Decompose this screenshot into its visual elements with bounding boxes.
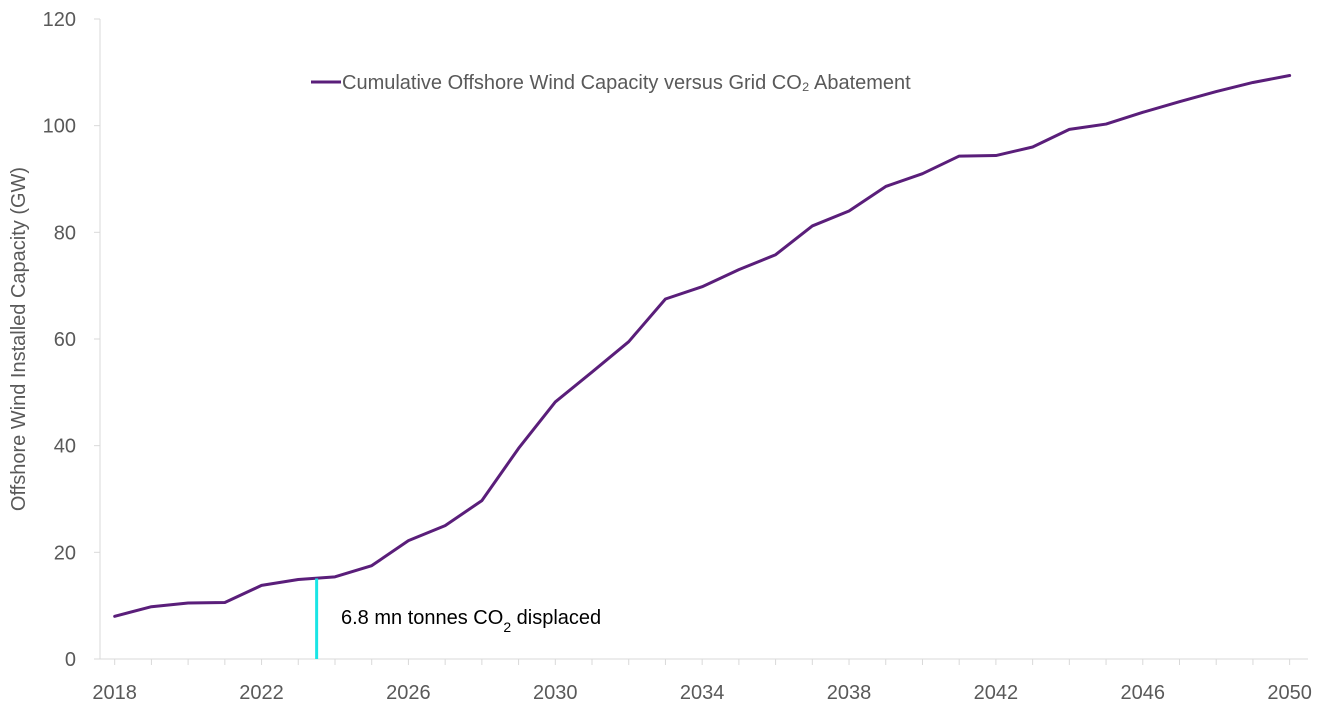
y-axis-title-group: Offshore Wind Installed Capacity (GW) (8, 167, 30, 511)
x-tick-label: 2042 (974, 682, 1019, 704)
annotation-group: 6.8 mn tonnes CO2 displaced (315, 578, 601, 659)
y-tick-label: 60 (54, 329, 76, 351)
legend: Cumulative Offshore Wind Capacity versus… (311, 72, 911, 94)
y-tick-label: 20 (54, 542, 76, 564)
x-tick-label: 2046 (1121, 682, 1166, 704)
x-tick-label: 2038 (827, 682, 872, 704)
x-tick-label: 2022 (239, 682, 284, 704)
y-tick-labels: 0 20 40 60 80 100 120 (43, 9, 100, 671)
series-line (113, 74, 1292, 618)
x-tick-label: 2034 (680, 682, 725, 704)
x-tick-label: 2026 (386, 682, 431, 704)
y-axis-title: Offshore Wind Installed Capacity (GW) (8, 167, 30, 511)
y-tick-label: 40 (54, 436, 76, 458)
y-tick-label: 120 (43, 9, 76, 31)
series-group (113, 74, 1292, 618)
x-tick-label: 2030 (533, 682, 578, 704)
x-tick-label: 2050 (1267, 682, 1312, 704)
y-tick-label: 100 (43, 116, 76, 138)
legend-label: Cumulative Offshore Wind Capacity versus… (342, 72, 911, 94)
x-tick-label: 2018 (92, 682, 137, 704)
y-tick-label: 80 (54, 222, 76, 244)
annotation-label: 6.8 mn tonnes CO2 displaced (341, 607, 601, 635)
x-tick-labels: 2018 2022 2026 2030 2034 2038 2042 2046 2050 (92, 659, 1312, 704)
y-tick-label: 0 (65, 649, 76, 671)
axes (99, 19, 1308, 660)
